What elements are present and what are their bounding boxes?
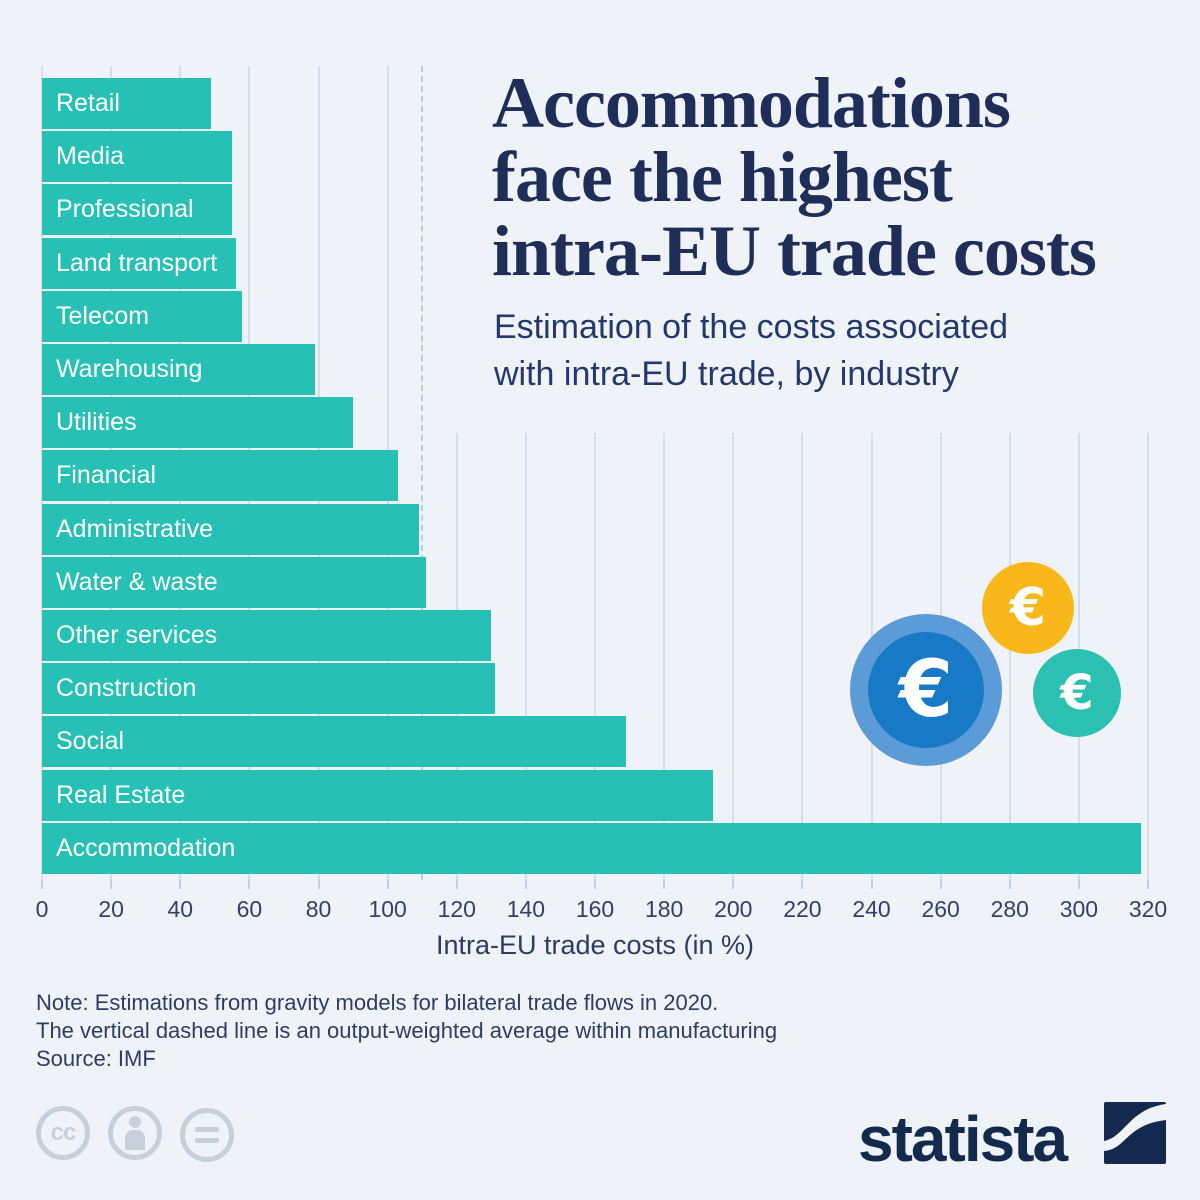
tick-label-220: 220 — [783, 896, 822, 922]
bar-social: Social — [42, 716, 627, 768]
source-label: Source: IMF — [36, 1046, 156, 1071]
bar-utilities: Utilities — [42, 397, 354, 449]
bar-warehousing: Warehousing — [42, 344, 316, 395]
euro-symbol: € — [1009, 578, 1047, 638]
bar-label: Administrative — [56, 514, 213, 543]
tick-160 — [594, 880, 596, 889]
gridline-280 — [1008, 433, 1011, 880]
page-title: Accommodations face the highest intra-EU… — [492, 66, 1142, 288]
bar-label: Water & waste — [56, 567, 218, 596]
tick-label-180: 180 — [644, 896, 684, 922]
bar-accommodation: Accommodation — [42, 822, 1142, 874]
bar-land-transport: Land transport — [42, 237, 236, 289]
euro-coin-blue-inner: € — [868, 632, 984, 748]
tick-label-40: 40 — [167, 896, 194, 922]
bar-label: Retail — [56, 89, 120, 117]
tick-80 — [317, 880, 320, 889]
bar-media: Media — [42, 131, 233, 183]
gridline-200 — [732, 433, 735, 880]
tick-280 — [1008, 880, 1011, 889]
tick-label-60: 60 — [236, 896, 263, 922]
bar-label: Telecom — [56, 301, 150, 330]
bar-label: Warehousing — [56, 355, 203, 383]
tick-40 — [179, 880, 182, 889]
bar-label: Accommodation — [56, 833, 236, 862]
tick-0 — [41, 880, 43, 889]
bar-telecom: Telecom — [42, 290, 243, 342]
tick-60 — [248, 880, 251, 889]
title-line-1: Accommodations — [492, 63, 1011, 143]
bar-label: Media — [56, 142, 125, 171]
euro-symbol: € — [1060, 665, 1094, 721]
tick-label-160: 160 — [575, 896, 615, 922]
note-line-1: Note: Estimations from gravity models fo… — [36, 990, 719, 1015]
tick-300 — [1077, 880, 1080, 889]
tick-label-300: 300 — [1059, 896, 1099, 922]
tick-label-0: 0 — [35, 896, 49, 922]
equals-icon — [195, 1127, 219, 1143]
bar-administrative: Administrative — [42, 503, 419, 555]
tick-320 — [1147, 880, 1149, 889]
title-line-2: face the highest — [492, 137, 953, 217]
tick-140 — [524, 880, 527, 889]
tick-label-140: 140 — [506, 896, 546, 922]
gridline-160 — [594, 433, 596, 880]
bar-financial: Financial — [42, 450, 398, 502]
tick-label-120: 120 — [437, 896, 476, 922]
tick-label-100: 100 — [368, 896, 407, 922]
bar-label: Professional — [56, 195, 194, 224]
bar-real-estate: Real Estate — [42, 769, 713, 821]
bar-label: Real Estate — [56, 780, 186, 809]
cc-nd-icon — [180, 1108, 234, 1162]
subtitle-line-2: with intra-EU trade, by industry — [494, 355, 959, 393]
tick-240 — [870, 880, 873, 889]
tick-180 — [663, 880, 666, 889]
bar-label: Utilities — [56, 408, 137, 437]
tick-100 — [386, 880, 389, 889]
title-line-3: intra-EU trade costs — [492, 211, 1097, 291]
tick-20 — [110, 880, 113, 889]
gridline-220 — [801, 433, 804, 880]
page-subtitle: Estimation of the costs associated with … — [494, 304, 1134, 398]
average-dashed-line — [421, 66, 424, 880]
note-line-2: The vertical dashed line is an output-we… — [36, 1018, 778, 1043]
cc-letters: cc — [50, 1119, 77, 1146]
euro-coin-teal-icon: € — [1033, 649, 1121, 737]
bar-label: Other services — [56, 621, 218, 649]
euro-coin-blue-icon: € — [850, 614, 1002, 766]
tick-label-280: 280 — [990, 896, 1029, 922]
bar-other-services: Other services — [42, 610, 492, 661]
bar-label: Financial — [56, 461, 157, 490]
bar-construction: Construction — [42, 663, 495, 715]
euro-coin-yellow-icon: € — [982, 562, 1074, 654]
tick-120 — [455, 880, 458, 889]
tick-label-320: 320 — [1128, 896, 1168, 922]
tick-label-200: 200 — [714, 896, 753, 922]
tick-label-260: 260 — [921, 896, 960, 922]
gridline-180 — [663, 433, 666, 880]
bar-label: Construction — [56, 674, 197, 703]
bar-label: Social — [56, 727, 125, 756]
gridline-320 — [1147, 433, 1149, 880]
statista-logo-text: statista — [858, 1103, 1068, 1175]
subtitle-line-1: Estimation of the costs associated — [494, 308, 1009, 346]
tick-label-240: 240 — [852, 896, 891, 922]
tick-220 — [801, 880, 804, 889]
cc-icon: cc — [36, 1106, 90, 1160]
bar-retail: Retail — [42, 78, 212, 129]
person-icon — [125, 1116, 145, 1150]
cc-by-icon — [108, 1106, 162, 1160]
bar-water-waste: Water & waste — [42, 556, 426, 608]
tick-260 — [939, 880, 942, 889]
euro-symbol: € — [898, 645, 954, 735]
gridline-140 — [524, 433, 527, 880]
x-axis-title: Intra-EU trade costs (in %) — [435, 930, 755, 960]
tick-200 — [732, 880, 735, 889]
tick-label-20: 20 — [98, 896, 124, 922]
tick-label-80: 80 — [305, 896, 332, 922]
bar-professional: Professional — [42, 184, 233, 236]
statista-logo-icon — [1104, 1102, 1166, 1169]
bar-label: Land transport — [56, 248, 218, 277]
